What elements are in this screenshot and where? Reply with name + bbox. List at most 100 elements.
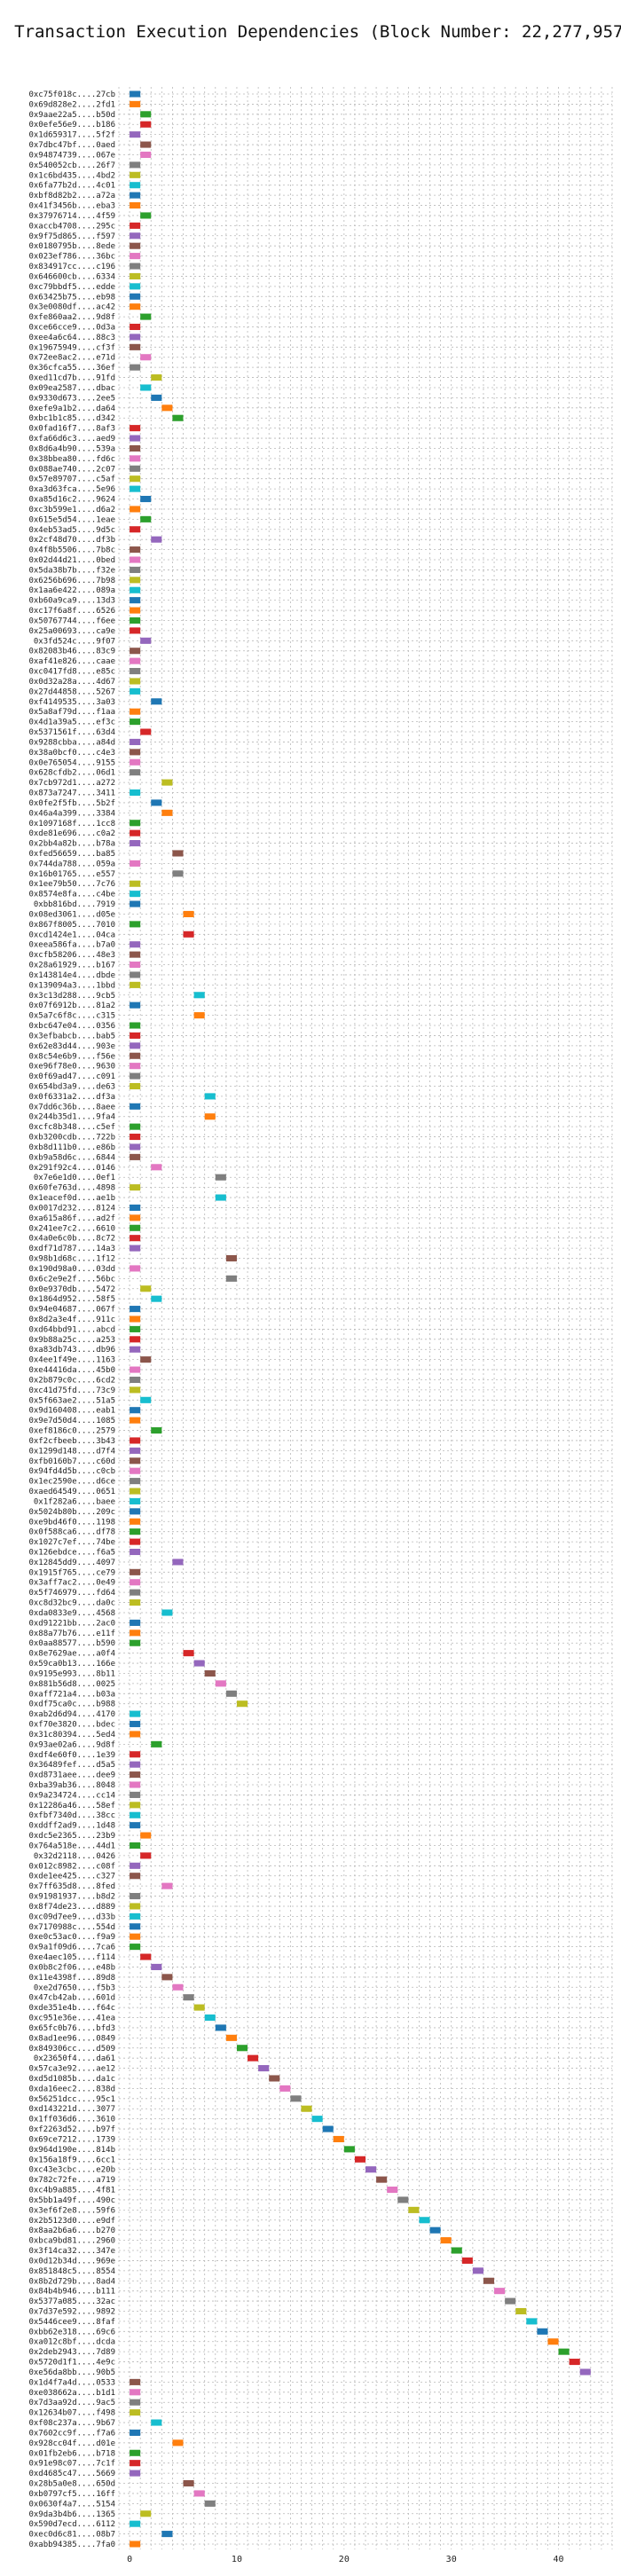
execution-bar [130, 840, 141, 847]
transaction-label: 0x0fad16f7....8af3 [28, 425, 115, 434]
transaction-label: 0xa3d63fca....5e96 [28, 485, 115, 494]
transaction-label: 0x8b2d729b....8ad4 [28, 2277, 115, 2286]
transaction-label: 0x8c54e6b9....f56e [28, 1052, 115, 1061]
transaction-label: 0x7ff635d8....8fed [28, 1882, 115, 1891]
transaction-label: 0xee4a6c64....88c3 [28, 334, 115, 342]
transaction-label: 0x3ef6f2e8....59f6 [28, 2206, 115, 2215]
transaction-label: 0x928cc04f....d01e [28, 2439, 115, 2448]
execution-bar [130, 1214, 141, 1221]
execution-bar [151, 1740, 162, 1747]
execution-bar [322, 2125, 334, 2132]
transaction-label: 0x1eacef0d....ae1b [28, 1194, 115, 1203]
x-tick-label: 10 [232, 2555, 242, 2564]
transaction-label: 0x7d3aa92d....9ac5 [28, 2399, 115, 2407]
execution-bar [387, 2186, 398, 2194]
transaction-label: 0x08ed3061....d05e [28, 910, 115, 919]
transaction-label: 0x867f8005....7010 [28, 921, 115, 930]
transaction-label: 0x0aa88577....b590 [28, 1639, 115, 1648]
execution-bar [130, 1042, 141, 1049]
transaction-label: 0x11e4398f....89d8 [28, 1974, 115, 1983]
transaction-label: 0xde1ee425....c327 [28, 1873, 115, 1881]
transaction-label: 0x291f92c4....0146 [28, 1164, 115, 1173]
execution-bar [130, 1599, 141, 1606]
execution-bar [130, 1478, 141, 1485]
execution-bar [130, 597, 141, 604]
transaction-label: 0xda16eec2....838d [28, 2085, 115, 2093]
execution-bar [140, 515, 152, 522]
execution-bar [130, 435, 141, 442]
execution-bar [130, 1022, 141, 1029]
execution-bar [193, 992, 205, 999]
execution-bar [290, 2095, 302, 2102]
execution-bar [130, 1639, 141, 1646]
execution-bar [130, 1437, 141, 1444]
execution-bar [130, 971, 141, 978]
transaction-label: 0xc43e3cbc....e20b [28, 2166, 115, 2175]
execution-bar [130, 1568, 141, 1575]
transaction-label: 0x60fe763d....4898 [28, 1184, 115, 1193]
execution-bar [130, 951, 141, 958]
transaction-label: 0xd91221bb....2ac0 [28, 1619, 115, 1628]
execution-bar [130, 1103, 141, 1110]
execution-bar [161, 809, 173, 816]
execution-bar [130, 1822, 141, 1829]
transaction-label: 0x0efe56e9....b186 [28, 121, 115, 130]
execution-bar [151, 2419, 162, 2426]
execution-bar [130, 1720, 141, 1728]
execution-bar [130, 1032, 141, 1039]
transaction-label: 0x07f6912b....81a2 [28, 1001, 115, 1010]
execution-bar [579, 2368, 591, 2376]
execution-bar [140, 111, 152, 118]
execution-bar [130, 1325, 141, 1332]
transaction-label: 0x3aff7ac2....0e49 [28, 1579, 115, 1588]
execution-bar [130, 455, 141, 462]
execution-bar [140, 637, 152, 644]
transaction-label: 0x19675949....cf3f [28, 343, 115, 352]
execution-bar [547, 2338, 559, 2345]
execution-bar [130, 323, 141, 331]
execution-bar [130, 1912, 141, 1920]
transaction-label: 0x615e5d54....1eae [28, 515, 115, 524]
transaction-label: 0xc0417fd8....e85c [28, 668, 115, 677]
transaction-label: 0x9a1f09d6....7ca6 [28, 1944, 115, 1952]
execution-bar [130, 1518, 141, 1525]
execution-bar [204, 1113, 216, 1120]
transaction-label: 0x94874739....067e [28, 151, 115, 160]
execution-bar [130, 1417, 141, 1424]
transaction-label: 0x59ca0b13....166e [28, 1660, 115, 1669]
transaction-label: 0x0d32a28a....4d67 [28, 678, 115, 687]
execution-bar [483, 2277, 495, 2284]
transaction-label: 0x9f75d865....f597 [28, 232, 115, 241]
execution-bar [130, 1001, 141, 1009]
transaction-label: 0x1097168f....1cc8 [28, 820, 115, 829]
transaction-label: 0x7cb972d1....a272 [28, 779, 115, 788]
execution-bar [172, 1559, 184, 1566]
transaction-label: 0xc79bbdf5....edde [28, 283, 115, 292]
transaction-label: 0x28b5a0e8....650d [28, 2480, 115, 2489]
transaction-label: 0xaff721a4....b03a [28, 1690, 115, 1699]
execution-bar [440, 2237, 452, 2244]
execution-bar [376, 2176, 388, 2183]
execution-bar [537, 2328, 548, 2335]
transaction-label: 0x241ee7c2....6610 [28, 1224, 115, 1233]
transaction-label: 0x46a4a399....3384 [28, 809, 115, 818]
execution-bar [130, 738, 141, 745]
transaction-label: 0x9a234724....cc14 [28, 1791, 115, 1800]
transaction-label: 0x27d44858....5267 [28, 687, 115, 696]
execution-bar [193, 1660, 205, 1667]
transaction-label: 0x1f282a6....baee [34, 1497, 115, 1506]
execution-bar [130, 1245, 141, 1252]
execution-bar [236, 1700, 248, 1708]
execution-bar [301, 2105, 312, 2112]
execution-bar [172, 850, 184, 857]
execution-bar [130, 719, 141, 726]
execution-bar [130, 1771, 141, 1779]
execution-bar [130, 961, 141, 969]
transaction-label: 0x1c6bd435....4bd2 [28, 171, 115, 180]
transaction-label: 0x8d6a4b90....539a [28, 444, 115, 453]
transaction-label: 0x93ae02a6....9d8f [28, 1740, 115, 1749]
execution-bar [130, 900, 141, 907]
transaction-label: 0x09ea2587....dbac [28, 384, 115, 393]
transaction-label: 0x84b4b946....b111 [28, 2288, 115, 2297]
execution-bar [204, 2500, 216, 2507]
